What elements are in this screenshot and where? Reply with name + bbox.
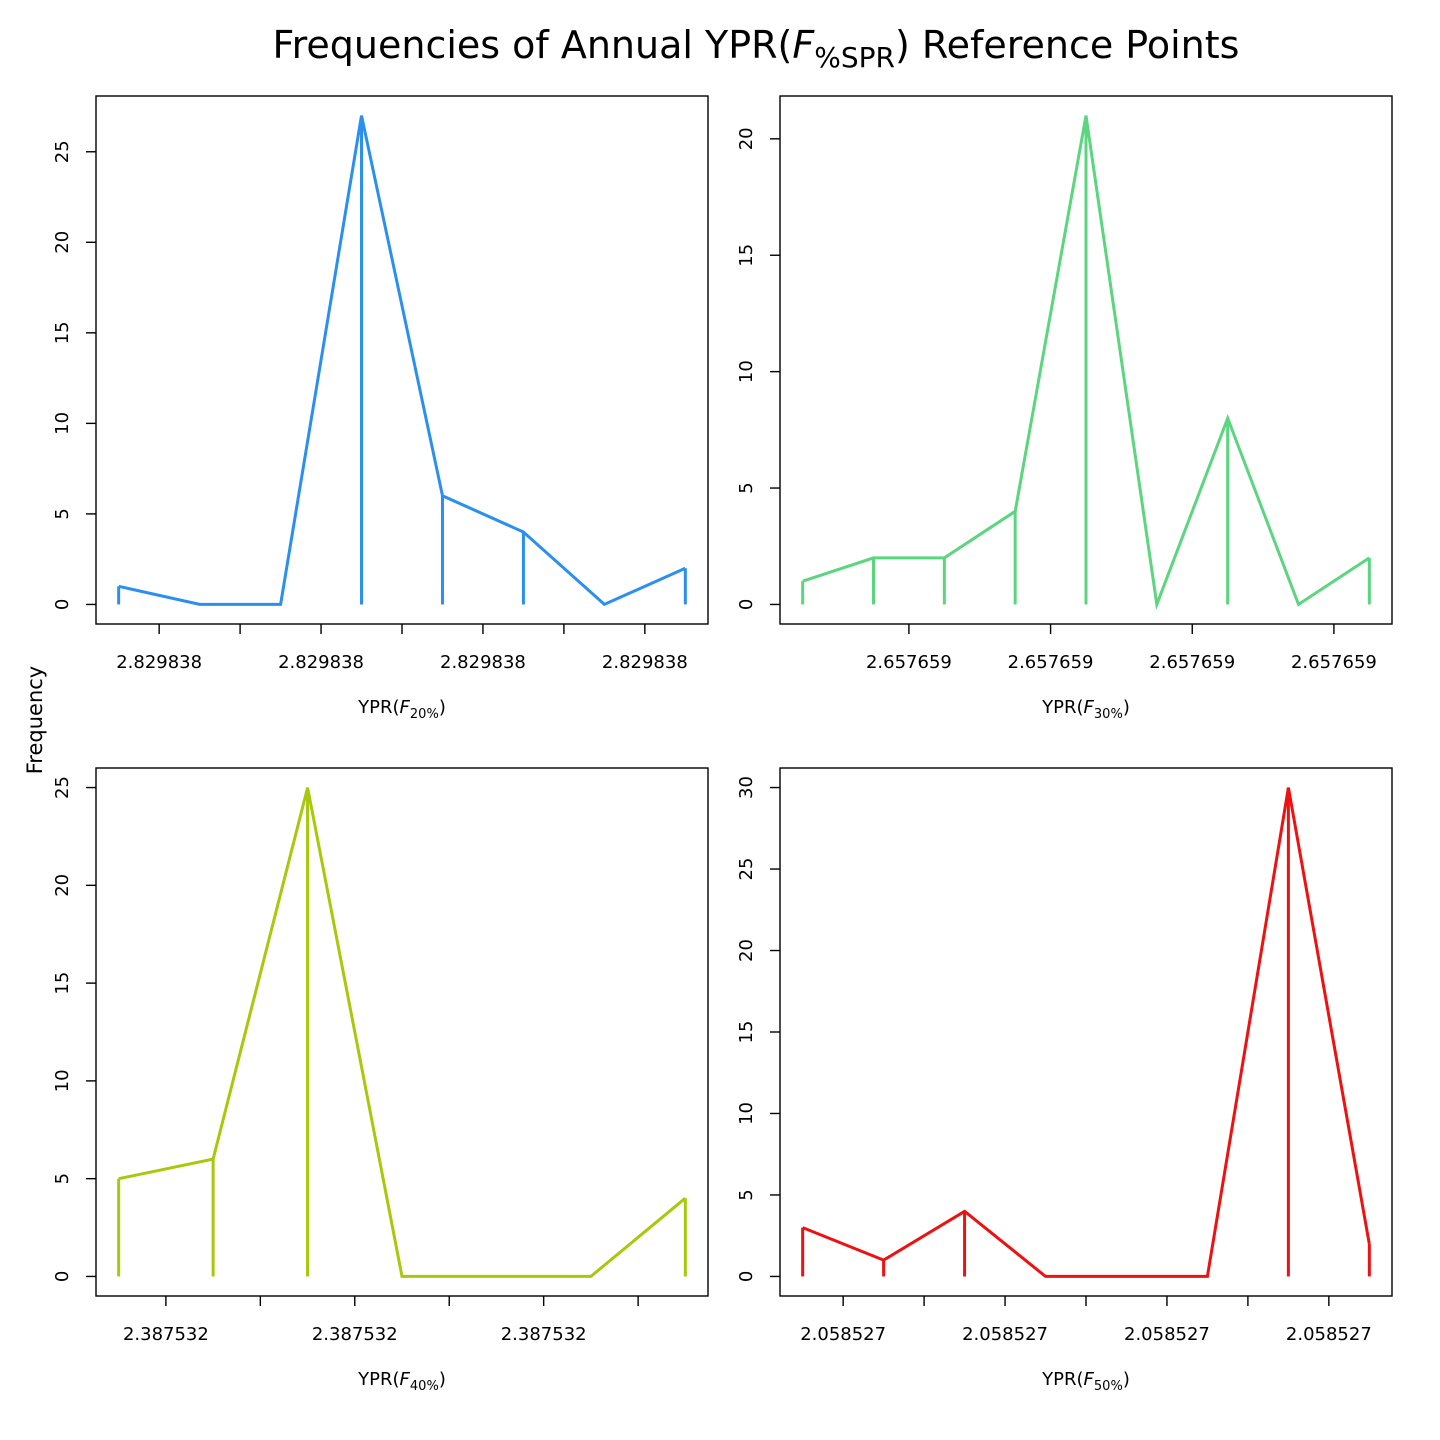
y-tick-label: 15 <box>52 972 73 995</box>
panels: 2.829838 2.829838 2.829838 2.829838 0 5 10 15 20… <box>52 95 1393 1394</box>
x-tick-label: 2.657659 <box>866 652 952 673</box>
y-tick-label: 10 <box>736 1102 757 1125</box>
y-tick-label: 20 <box>736 127 757 150</box>
x-tick-label: 2.058527 <box>1286 1324 1372 1345</box>
y-tick-label: 30 <box>736 776 757 799</box>
y-tick-label: 20 <box>736 939 757 962</box>
chart-panel-1: 2.829838 2.829838 2.829838 2.829838 0 5 10 15 20… <box>52 95 709 722</box>
x-tick-label: 2.657659 <box>1149 652 1235 673</box>
y-tick-label: 10 <box>736 360 757 383</box>
y-tick-label: 5 <box>736 1189 757 1200</box>
x-tick-label: 2.829838 <box>440 652 526 673</box>
x-tick-label: 2.387532 <box>501 1324 587 1345</box>
x-axis-label: YPR(F20%) <box>357 697 446 722</box>
y-tick-label: 10 <box>52 1069 73 1092</box>
y-tick-label: 25 <box>736 858 757 881</box>
y-tick-label: 0 <box>52 1271 73 1282</box>
y-tick-label: 15 <box>736 1021 757 1044</box>
figure-title: Frequencies of Annual YPR(F%SPR) Referen… <box>273 23 1240 74</box>
plot-frame <box>95 95 709 625</box>
series-line <box>118 115 686 607</box>
x-tick-label: 2.058527 <box>800 1324 886 1345</box>
y-tick-label: 5 <box>52 1173 73 1184</box>
y-tick-label: 5 <box>736 482 757 493</box>
plot-frame <box>779 95 1393 625</box>
y-tick-label: 25 <box>52 140 73 163</box>
x-tick-label: 2.657659 <box>1008 652 1094 673</box>
plot-frame <box>95 767 709 1297</box>
x-tick-label: 2.387532 <box>123 1324 209 1345</box>
x-tick-label: 2.387532 <box>312 1324 398 1345</box>
x-tick-label: 2.829838 <box>278 652 364 673</box>
x-axis-label: YPR(F40%) <box>357 1369 446 1394</box>
series-line <box>118 787 687 1278</box>
y-axis-label: Frequency <box>23 666 47 775</box>
x-tick-label: 2.829838 <box>116 652 202 673</box>
chart-panel-4: 2.058527 2.058527 2.058527 2.058527 0 5 10 15 20… <box>736 767 1393 1394</box>
x-tick-label: 2.058527 <box>1124 1324 1210 1345</box>
x-tick-label: 2.058527 <box>962 1324 1048 1345</box>
y-tick-label: 15 <box>736 244 757 267</box>
y-tick-label: 10 <box>52 412 73 435</box>
chart-panel-2: 2.657659 2.657659 2.657659 2.657659 0 5 10 15 20… <box>736 95 1393 722</box>
y-tick-label: 15 <box>52 321 73 344</box>
y-tick-label: 0 <box>736 1271 757 1282</box>
chart-panel-3: 2.387532 2.387532 2.387532 0 5 10 15 20 25 YPR(F4… <box>52 767 709 1394</box>
y-tick-label: 20 <box>52 231 73 254</box>
y-tick-label: 5 <box>52 508 73 519</box>
y-tick-label: 20 <box>52 874 73 897</box>
y-tick-label: 0 <box>52 599 73 610</box>
x-tick-label: 2.657659 <box>1291 652 1377 673</box>
y-tick-label: 0 <box>736 599 757 610</box>
x-axis-label: YPR(F30%) <box>1041 697 1130 722</box>
series-line <box>802 787 1371 1278</box>
x-tick-label: 2.829838 <box>602 652 688 673</box>
x-axis-label: YPR(F50%) <box>1041 1369 1130 1394</box>
y-tick-label: 25 <box>52 776 73 799</box>
